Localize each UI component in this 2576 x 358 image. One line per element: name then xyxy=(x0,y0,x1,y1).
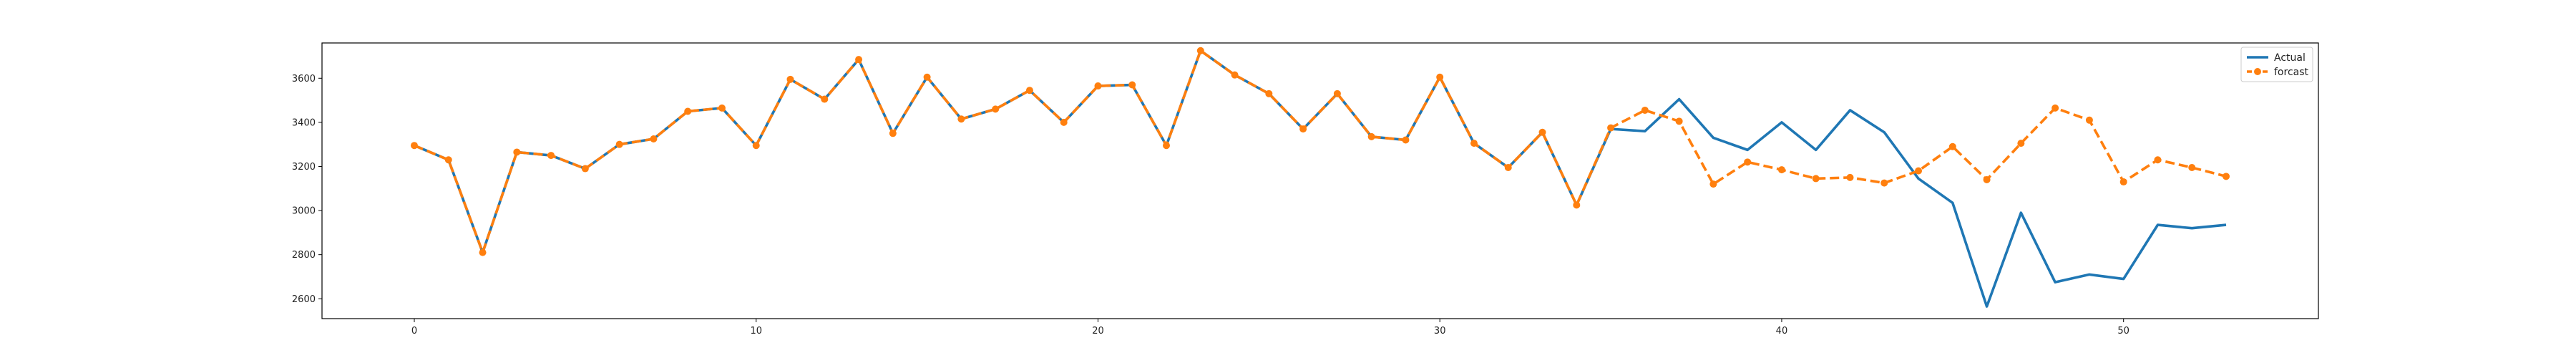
data-point-forcast xyxy=(2154,156,2162,164)
data-point-forcast xyxy=(547,152,555,160)
data-point-forcast xyxy=(1504,164,1512,172)
data-point-forcast xyxy=(1573,201,1581,209)
data-point-forcast xyxy=(821,95,829,103)
data-point-forcast xyxy=(1265,90,1273,97)
data-point-forcast xyxy=(2051,104,2059,112)
data-point-forcast xyxy=(1060,118,1068,126)
x-tick-label: 0 xyxy=(411,326,417,337)
data-point-forcast xyxy=(718,104,726,112)
x-tick-label: 10 xyxy=(750,326,762,337)
data-point-forcast xyxy=(479,248,487,256)
y-tick-label: 3400 xyxy=(292,117,316,128)
data-point-forcast xyxy=(957,115,965,123)
data-point-forcast xyxy=(1607,124,1615,132)
data-point-forcast xyxy=(786,75,794,83)
data-point-forcast xyxy=(581,165,589,173)
data-point-forcast xyxy=(2119,178,2127,186)
data-point-forcast xyxy=(1025,87,1033,95)
data-point-forcast xyxy=(992,105,1000,113)
legend-marker-forcast xyxy=(2254,68,2261,75)
x-tick-label: 20 xyxy=(1092,326,1104,337)
data-point-forcast xyxy=(1538,128,1546,136)
data-point-forcast xyxy=(2017,140,2025,147)
data-point-forcast xyxy=(2085,116,2093,124)
data-point-forcast xyxy=(1915,167,1923,175)
data-point-forcast xyxy=(1231,71,1239,79)
data-point-forcast xyxy=(1163,142,1171,150)
data-point-forcast xyxy=(1948,142,1956,150)
x-tick-label: 40 xyxy=(1776,326,1788,337)
data-point-forcast xyxy=(1641,106,1649,114)
y-tick-label: 3600 xyxy=(292,74,316,84)
data-point-forcast xyxy=(1880,179,1888,187)
data-point-forcast xyxy=(1470,140,1478,147)
data-point-forcast xyxy=(1983,175,1991,183)
data-point-forcast xyxy=(650,135,658,142)
data-point-forcast xyxy=(889,130,897,137)
series-line-forcast xyxy=(414,49,2227,254)
x-tick-label: 30 xyxy=(1434,326,1446,337)
data-point-forcast xyxy=(684,107,692,115)
data-point-forcast xyxy=(2188,164,2196,172)
data-point-forcast xyxy=(444,156,452,164)
data-point-forcast xyxy=(1675,117,1683,125)
data-point-forcast xyxy=(752,142,760,150)
data-point-forcast xyxy=(1812,175,1820,183)
series-line-actual xyxy=(414,49,2227,308)
y-tick-label: 2800 xyxy=(292,250,316,261)
data-point-forcast xyxy=(1777,166,1785,174)
legend-label-forcast: forcast xyxy=(2274,67,2309,78)
data-point-forcast xyxy=(2223,173,2230,180)
y-tick-label: 3000 xyxy=(292,206,316,217)
x-tick-label: 50 xyxy=(2117,326,2129,337)
data-point-forcast xyxy=(1333,90,1341,97)
data-point-forcast xyxy=(1094,82,1102,90)
data-point-forcast xyxy=(513,148,521,156)
data-point-forcast xyxy=(1299,125,1307,133)
data-point-forcast xyxy=(1402,136,1410,144)
series-layer xyxy=(410,47,2230,308)
data-point-forcast xyxy=(615,140,623,148)
legend-label-actual: Actual xyxy=(2274,52,2306,64)
data-point-forcast xyxy=(1846,173,1854,181)
data-point-forcast xyxy=(923,73,931,81)
legend: Actual forcast xyxy=(2240,47,2313,82)
y-axis: 2600 2800 3000 3200 3400 3600 xyxy=(292,74,322,305)
data-point-forcast xyxy=(855,56,863,64)
data-point-forcast xyxy=(1436,73,1444,81)
y-tick-label: 3200 xyxy=(292,162,316,173)
data-point-forcast xyxy=(1709,180,1717,188)
data-point-forcast xyxy=(410,142,418,150)
data-point-forcast xyxy=(1196,47,1204,54)
plot-frame xyxy=(321,42,2319,319)
y-tick-label: 2600 xyxy=(292,294,316,305)
data-point-forcast xyxy=(1367,132,1375,140)
data-point-forcast xyxy=(1128,81,1136,89)
x-axis: 0 10 20 30 40 50 xyxy=(411,319,2129,337)
data-point-forcast xyxy=(1744,158,1752,166)
